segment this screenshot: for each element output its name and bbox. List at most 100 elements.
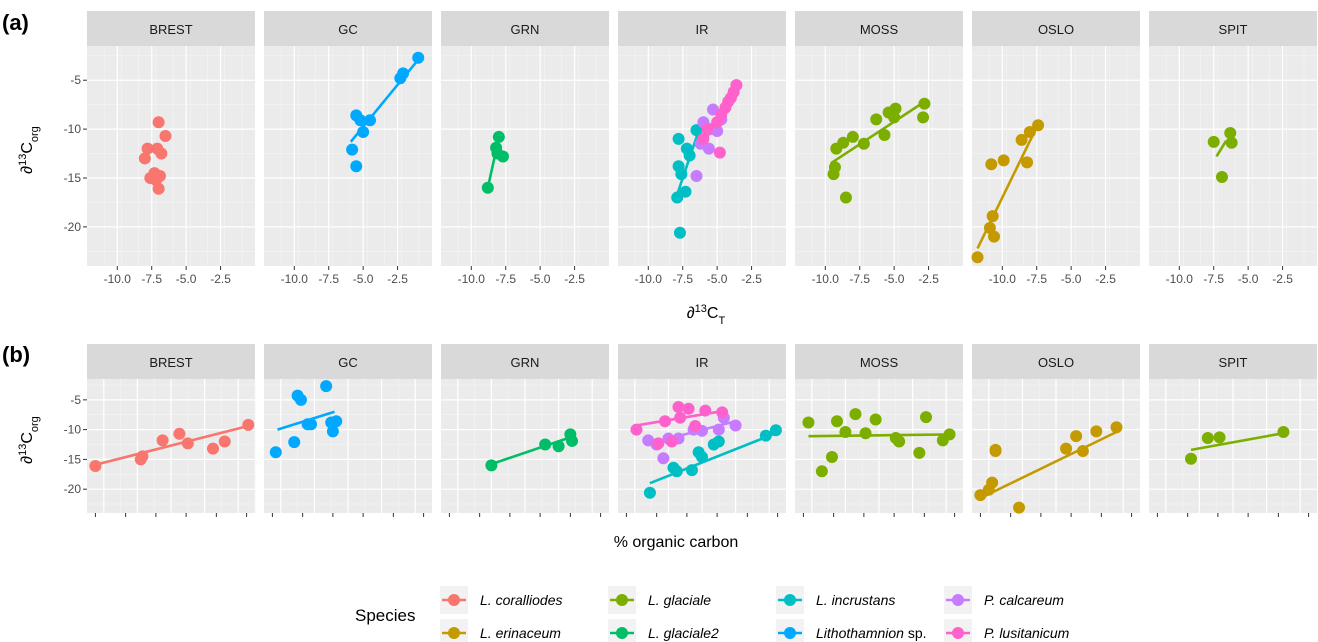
y-axis-title-a: ∂13Corg xyxy=(17,126,41,174)
data-point xyxy=(711,125,724,138)
y-axis-title-b: ∂13Corg xyxy=(17,416,41,464)
legend-label: L. glaciale2 xyxy=(648,625,719,641)
data-point xyxy=(697,132,710,145)
facet-strip xyxy=(618,344,786,379)
x-tick-label: -10.0 xyxy=(458,272,486,286)
series-p-lusitanicum xyxy=(630,400,729,450)
fit-line xyxy=(808,433,955,438)
data-point xyxy=(357,126,370,139)
facet-spit: SPIT -10.0 -7.5 -5.0 -2.5 xyxy=(1149,11,1317,286)
series-l-glaciale2 xyxy=(485,428,579,472)
plot-background xyxy=(441,46,609,266)
data-point xyxy=(699,404,712,417)
x-tick-label: -5.0 xyxy=(1061,272,1082,286)
x-tick-label: -10.0 xyxy=(812,272,840,286)
facet-strip-label: IR xyxy=(696,22,709,37)
x-tick-label: -10.0 xyxy=(104,272,132,286)
facet-strip-label: GC xyxy=(338,355,358,370)
data-point xyxy=(986,210,999,223)
data-point xyxy=(857,137,870,150)
data-point xyxy=(888,111,901,124)
x-tick-label: -7.5 xyxy=(1026,272,1047,286)
y-tick-label: -10 xyxy=(64,122,82,136)
data-point xyxy=(630,423,643,436)
data-point xyxy=(1215,171,1228,184)
data-point xyxy=(394,72,407,85)
facet-strip-label: OSLO xyxy=(1038,355,1074,370)
data-point xyxy=(156,434,169,447)
facet-grn: GRN -10.0 -7.5 -5.0 -2.5 xyxy=(441,11,609,286)
y-tick-label: -5 xyxy=(70,73,81,87)
data-point xyxy=(683,149,696,162)
data-point xyxy=(1032,119,1045,132)
data-point xyxy=(729,419,742,432)
data-point xyxy=(1076,445,1089,458)
y-tick-label: -20 xyxy=(64,220,82,234)
data-point xyxy=(839,426,852,439)
data-point xyxy=(1207,135,1220,148)
facet-ir: IR -10.0 -7.5 -5.0 -2.5 xyxy=(618,11,786,286)
series-l-erinaceum xyxy=(971,119,1045,264)
data-point xyxy=(207,442,219,455)
plot-background xyxy=(87,46,255,266)
fit-line xyxy=(1190,431,1284,452)
panel-b: BREST -20 -15 -10 -5 GC GRN IR MOSS OSLO SPIT xyxy=(64,344,1317,517)
data-point xyxy=(1070,430,1083,443)
data-point xyxy=(759,429,772,442)
x-tick-label: -7.5 xyxy=(318,272,339,286)
data-point xyxy=(702,142,715,155)
facet-brest: BREST -20 -15 -10 -5 xyxy=(64,344,256,517)
legend-point xyxy=(448,594,460,606)
data-point xyxy=(659,415,672,428)
x-tick-label: -5.0 xyxy=(884,272,905,286)
series-p-lusitanicum xyxy=(697,79,743,159)
facet-gc: GC -10.0 -7.5 -5.0 -2.5 xyxy=(264,11,432,286)
data-point xyxy=(674,411,687,424)
x-tick-label: -10.0 xyxy=(281,272,309,286)
x-tick-label: -5.0 xyxy=(1238,272,1259,286)
data-point xyxy=(672,400,685,413)
series-l-glaciale xyxy=(1207,127,1238,184)
series-l-glaciale xyxy=(802,408,956,478)
legend-point xyxy=(952,627,964,639)
legend-item: L. erinaceum xyxy=(440,619,561,642)
data-point xyxy=(913,446,926,459)
data-point xyxy=(918,97,931,110)
data-point xyxy=(675,168,688,181)
data-point xyxy=(665,435,678,448)
facet-strip-label: MOSS xyxy=(860,22,899,37)
x-tick-label: -5.0 xyxy=(707,272,728,286)
data-point xyxy=(159,129,172,142)
data-point xyxy=(870,113,883,126)
data-point xyxy=(325,416,338,429)
data-point xyxy=(670,465,683,478)
x-tick-label: -7.5 xyxy=(495,272,516,286)
data-point xyxy=(294,393,307,406)
legend-item: L. coralliodes xyxy=(440,586,563,614)
data-point xyxy=(485,459,498,472)
x-tick-label: -7.5 xyxy=(1203,272,1224,286)
data-point xyxy=(354,114,367,127)
data-point xyxy=(971,251,984,264)
legend-title: Species xyxy=(355,606,415,625)
facet-strip xyxy=(795,11,963,46)
facet-strip xyxy=(1149,344,1317,379)
x-tick-label: -10.0 xyxy=(1166,272,1194,286)
facet-strip xyxy=(972,344,1140,379)
legend-item: Lithothamnion sp. xyxy=(776,619,927,642)
data-point xyxy=(985,158,998,171)
data-point xyxy=(1201,431,1214,444)
legend-item: L. glaciale2 xyxy=(608,619,719,642)
data-point xyxy=(839,191,852,204)
facet-strip-label: IR xyxy=(696,355,709,370)
x-tick-label: -2.5 xyxy=(918,272,939,286)
data-point xyxy=(986,476,999,489)
data-point xyxy=(566,434,579,447)
data-point xyxy=(173,427,186,440)
x-tick-label: -2.5 xyxy=(1272,272,1293,286)
legend-label: P. calcareum xyxy=(984,592,1064,608)
data-point xyxy=(1060,442,1073,455)
legend-item: L. incrustans xyxy=(776,586,895,614)
x-tick-label: -2.5 xyxy=(741,272,762,286)
legend-label: L. coralliodes xyxy=(480,592,563,608)
